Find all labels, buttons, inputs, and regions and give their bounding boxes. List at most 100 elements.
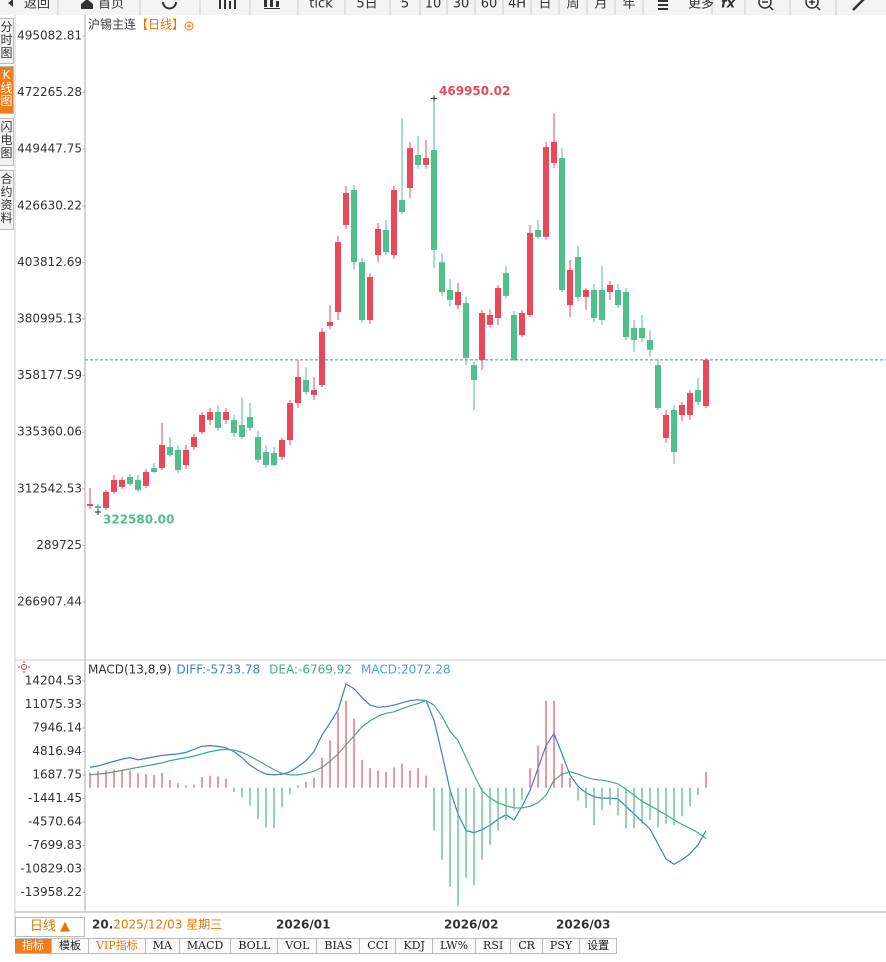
y-tick-label: 1687.75 <box>32 767 82 781</box>
indicator-tab[interactable]: BOLL <box>231 938 279 954</box>
toolbar-button[interactable]: 月 <box>594 0 607 12</box>
candle-body <box>103 491 109 509</box>
y-tick-label: -10829.03 <box>20 861 82 875</box>
candle-body <box>583 289 589 297</box>
indicator-tab[interactable]: BIAS <box>317 938 361 954</box>
toolbar-button[interactable]: 10 <box>425 0 442 12</box>
candle-body <box>223 412 229 420</box>
indicator-tab[interactable]: CR <box>511 938 543 954</box>
candle-body <box>431 150 437 251</box>
toolbar-button[interactable]: 60 <box>481 0 498 12</box>
zoom-in-icon[interactable] <box>805 0 821 11</box>
candle-body <box>511 315 517 360</box>
candle-body <box>703 359 709 407</box>
toolbar-button[interactable]: 更多 <box>688 0 714 12</box>
zoom-out-icon[interactable] <box>758 0 774 11</box>
candle-body <box>631 327 637 341</box>
cursor-index: 20. <box>92 918 113 932</box>
toolbar-button[interactable]: 4H <box>508 0 526 12</box>
chart-title: 沪锡主连 <box>88 17 136 32</box>
indicator-tab[interactable]: MA <box>145 938 180 954</box>
y-tick-label: -13958.22 <box>20 885 82 899</box>
y-tick-label: 7946.14 <box>32 720 82 734</box>
candle-body <box>191 437 197 447</box>
candle-body <box>663 414 669 439</box>
bar-icon[interactable] <box>219 0 236 9</box>
toolbar-button[interactable]: fx <box>721 0 736 12</box>
y-tick-label: -4570.64 <box>28 814 82 828</box>
y-tick-label: -7699.83 <box>28 838 82 852</box>
y-tick-label: 449447.75 <box>17 142 82 156</box>
x-tick-label: 2026/02 <box>444 918 498 932</box>
indicator-tab[interactable]: KDJ <box>396 938 433 954</box>
cursor-date: 2025/12/03 星期三 <box>113 918 222 932</box>
more-icon[interactable] <box>658 0 668 10</box>
candle-body <box>623 291 629 338</box>
toolbar-button[interactable]: 周 <box>566 0 579 12</box>
candle-body <box>599 289 605 320</box>
pen-icon[interactable] <box>852 0 865 11</box>
legend-entry: DIFF:-5733.78 <box>177 663 261 677</box>
side-tab[interactable]: 合约资料 <box>0 170 14 230</box>
y-tick-label: 4816.94 <box>32 744 82 758</box>
add-icon-cross <box>186 23 192 29</box>
candle-body <box>367 277 373 320</box>
macd-line <box>89 699 707 839</box>
toolbar-button[interactable]: tick <box>309 0 333 12</box>
candle-body <box>183 449 189 466</box>
candle-body <box>359 262 365 320</box>
candle-body <box>439 262 445 292</box>
indicator-tab[interactable]: 模板 <box>52 938 89 954</box>
toolbar-button[interactable]: 5 <box>401 0 409 12</box>
toolbar-button[interactable]: 5日 <box>356 0 377 12</box>
min-marker <box>95 508 101 515</box>
home-icon[interactable] <box>81 0 93 9</box>
y-tick-label: 358177.59 <box>17 368 82 382</box>
indicator-tab[interactable]: PSY <box>542 938 581 954</box>
candle-body <box>543 147 549 237</box>
toolbar-button[interactable]: 返回 <box>24 0 50 12</box>
candle-body <box>231 419 237 434</box>
y-tick-label: 11075.33 <box>25 697 82 711</box>
indicator-tab[interactable]: LW% <box>432 938 477 954</box>
indicator-tab[interactable]: RSI <box>476 938 512 954</box>
candle-body <box>679 405 685 415</box>
indicator-tab[interactable]: VIP指标 <box>89 938 146 954</box>
side-tab[interactable]: 闪电图 <box>0 118 14 166</box>
toolbar-button[interactable]: 30 <box>453 0 470 12</box>
y-tick-label: 312542.53 <box>17 481 82 495</box>
period-button[interactable]: 日线 ▲ <box>15 917 85 937</box>
candle-body <box>215 412 221 428</box>
toolbar-button[interactable]: 首页 <box>98 0 124 12</box>
side-tab[interactable]: K线图 <box>0 66 14 114</box>
candle-body <box>87 504 93 507</box>
toolbar-button[interactable]: 日 <box>538 0 551 12</box>
candle-body <box>351 189 357 263</box>
candle-body <box>687 392 693 415</box>
candle-body <box>639 327 645 339</box>
candle-body <box>303 380 309 392</box>
indicator-tab[interactable]: MACD <box>179 938 232 954</box>
candle-body <box>335 242 341 313</box>
y-tick-label: 289725 <box>36 538 82 552</box>
toolbar-button[interactable]: 年 <box>622 0 635 12</box>
candle-body <box>111 479 117 492</box>
candle-body <box>287 403 293 441</box>
candle-body <box>655 365 661 409</box>
candle-icon[interactable] <box>264 0 280 9</box>
settings-icon[interactable] <box>18 661 30 673</box>
refresh-icon[interactable] <box>162 1 177 10</box>
x-tick-label: 2026/01 <box>276 918 330 932</box>
candle-body <box>127 476 133 484</box>
candle-body <box>447 289 453 300</box>
add-icon[interactable] <box>184 21 194 31</box>
indicator-tab[interactable]: 指标 <box>15 938 52 954</box>
candle-body <box>375 228 381 255</box>
back-icon[interactable] <box>8 0 13 7</box>
indicator-tab[interactable]: CCI <box>360 938 397 954</box>
indicator-tab[interactable]: 设置 <box>580 938 618 954</box>
candle-body <box>295 377 301 404</box>
candle-body <box>327 321 333 326</box>
side-tab[interactable]: 分时图 <box>0 18 14 64</box>
indicator-tab[interactable]: VOL <box>278 938 318 954</box>
